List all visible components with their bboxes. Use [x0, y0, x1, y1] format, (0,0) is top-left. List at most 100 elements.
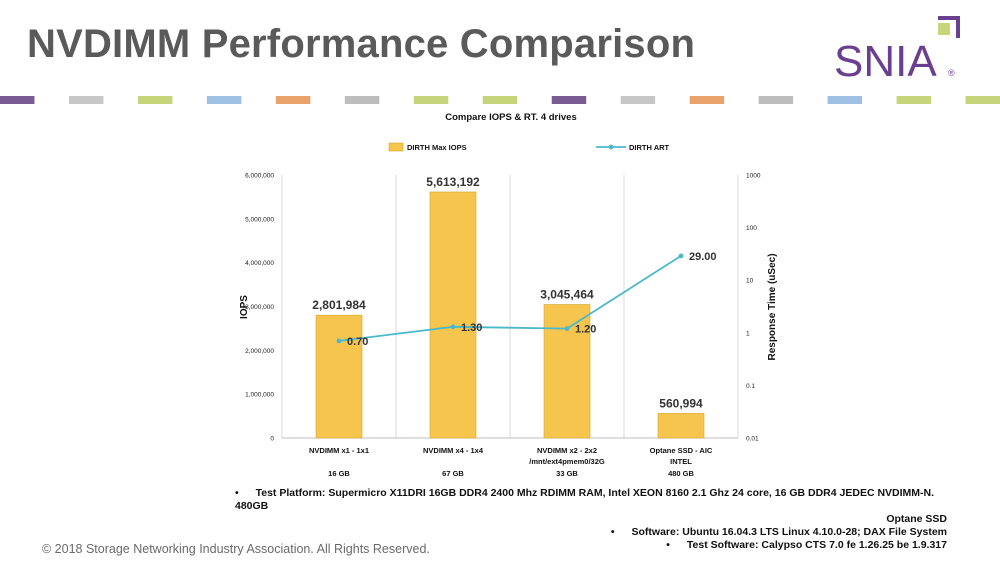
software-label: Software: — [631, 526, 680, 538]
stripe-segment — [482, 96, 518, 104]
stripe-segment — [586, 96, 622, 104]
x-tick-label-line2: INTEL — [670, 457, 692, 466]
stripe-segment — [551, 96, 587, 104]
stripe-segment — [655, 96, 691, 104]
logo-corner-square — [938, 23, 950, 35]
bar-data-label: 2,801,984 — [312, 298, 366, 312]
y-axis-label: IOPS — [239, 295, 250, 319]
y-tick-label: 5,000,000 — [245, 216, 274, 223]
y-tick-label: 0 — [270, 436, 274, 443]
note-platform-cont: Optane SSD — [886, 513, 947, 525]
line-point — [564, 326, 570, 332]
stripe-segment — [517, 96, 553, 104]
stripe-segment — [758, 96, 794, 104]
snia-logo: SNIA ® — [834, 16, 960, 85]
test-software-text: Calypso CTS 7.0 fe 1.26.25 be 1.9.317 — [761, 539, 947, 551]
copyright-text: © 2018 Storage Networking Industry Assoc… — [42, 542, 430, 556]
x-tick-label: NVDIMM x1 - 1x1 — [309, 446, 369, 455]
series-line — [338, 255, 682, 342]
bar — [315, 314, 363, 439]
stripe-segment — [34, 96, 70, 104]
stripe-segment — [965, 96, 1000, 104]
platform-label: Test Platform: — [255, 487, 326, 499]
slide-title: NVDIMM Performance Comparison — [27, 22, 696, 66]
y-tick-label: 2,000,000 — [245, 348, 274, 355]
capacity-label: 480 GB — [668, 469, 694, 478]
y2-tick-label: 1000 — [746, 173, 761, 180]
legend-swatch-point — [608, 144, 614, 150]
bar-data-label: 560,994 — [659, 396, 703, 410]
stripe-segment — [103, 96, 139, 104]
logo-registered-mark: ® — [948, 68, 955, 78]
y-tick-label: 1,000,000 — [245, 392, 274, 399]
note-platform: • Test Platform: Supermicro X11DRI 16GB … — [235, 487, 947, 513]
logo-text: SNIA — [834, 37, 937, 85]
y2-axis-label: Response Time (uSec) — [767, 253, 778, 360]
stripe-segment — [379, 96, 415, 104]
line-point — [678, 253, 684, 259]
capacity-label: 67 GB — [442, 469, 464, 478]
stripe-segment — [724, 96, 760, 104]
bar — [657, 413, 705, 439]
test-notes: • Test Platform: Supermicro X11DRI 16GB … — [235, 487, 947, 552]
stripe-segment — [275, 96, 311, 104]
color-stripe — [0, 96, 1000, 104]
y2-tick-label: 100 — [746, 225, 757, 232]
stripe-segment — [413, 96, 449, 104]
note-bullet: • — [235, 487, 239, 499]
stripe-segment — [172, 96, 208, 104]
stripe-segment — [827, 96, 863, 104]
line-data-label: 0.70 — [347, 336, 368, 348]
x-tick-label: Optane SSD - AIC — [650, 446, 713, 455]
x-tick-label: NVDIMM x4 - 1x4 — [423, 446, 484, 455]
y-tick-label: 3,000,000 — [245, 304, 274, 311]
capacity-label: 16 GB — [328, 469, 350, 478]
legend-label: DIRTH Max IOPS — [407, 143, 467, 152]
note-bullet: • — [610, 526, 615, 538]
stripe-segment — [620, 96, 656, 104]
note-bullet: • — [666, 539, 670, 551]
x-tick-label-line2: /mnt/ext4pmem0/32G — [529, 457, 605, 466]
legend-swatch-bar — [388, 142, 404, 152]
stripe-segment — [793, 96, 829, 104]
line-data-label: 1.20 — [575, 324, 596, 336]
stripe-segment — [241, 96, 277, 104]
y2-tick-label: 10 — [746, 278, 754, 285]
capacity-label: 33 GB — [556, 469, 578, 478]
stripe-segment — [344, 96, 380, 104]
line-data-label: 1.30 — [461, 322, 482, 334]
stripe-segment — [137, 96, 173, 104]
chart-legend: DIRTH Max IOPS DIRTH ART — [388, 142, 670, 152]
stripe-segment — [448, 96, 484, 104]
note-software: • Software: Ubuntu 16.04.3 LTS Linux 4.1… — [235, 526, 947, 539]
note-test-software: • Test Software: Calypso CTS 7.0 fe 1.26… — [235, 539, 947, 552]
plot-area: 0 1,000,000 2,000,000 3,000,000 4,000,000 5,0… — [245, 173, 761, 479]
stripe-segment — [68, 96, 104, 104]
stripe-segment — [862, 96, 898, 104]
stripe-segment — [310, 96, 346, 104]
chart-title: Compare IOPS & RT. 4 drives — [445, 112, 576, 123]
y-tick-label: 4,000,000 — [245, 260, 274, 267]
software-text: Ubuntu 16.04.3 LTS Linux 4.10.0-28; DAX … — [682, 526, 947, 538]
stripe-segment — [931, 96, 967, 104]
stripe-segment — [0, 96, 35, 104]
logo-corner-mark — [938, 16, 960, 38]
stripe-segment — [206, 96, 242, 104]
bar-data-label: 3,045,464 — [540, 288, 594, 302]
y2-tick-label: 0.1 — [746, 383, 755, 390]
y-tick-label: 6,000,000 — [245, 173, 274, 180]
bar-data-label: 5,613,192 — [426, 175, 480, 189]
stripe-segment — [896, 96, 932, 104]
line-data-label: 29.00 — [689, 251, 717, 263]
y2-tick-label: 0.01 — [746, 436, 759, 443]
legend-label: DIRTH ART — [629, 143, 670, 152]
line-point — [450, 324, 456, 330]
x-tick-label: NVDIMM x2 - 2x2 — [537, 446, 597, 455]
bar — [429, 191, 477, 439]
test-software-label: Test Software: — [686, 539, 759, 551]
y2-tick-label: 1 — [746, 330, 750, 337]
stripe-segment — [689, 96, 725, 104]
platform-text: Supermicro X11DRI 16GB DDR4 2400 Mhz RDI… — [235, 487, 935, 512]
line-point — [336, 338, 342, 344]
